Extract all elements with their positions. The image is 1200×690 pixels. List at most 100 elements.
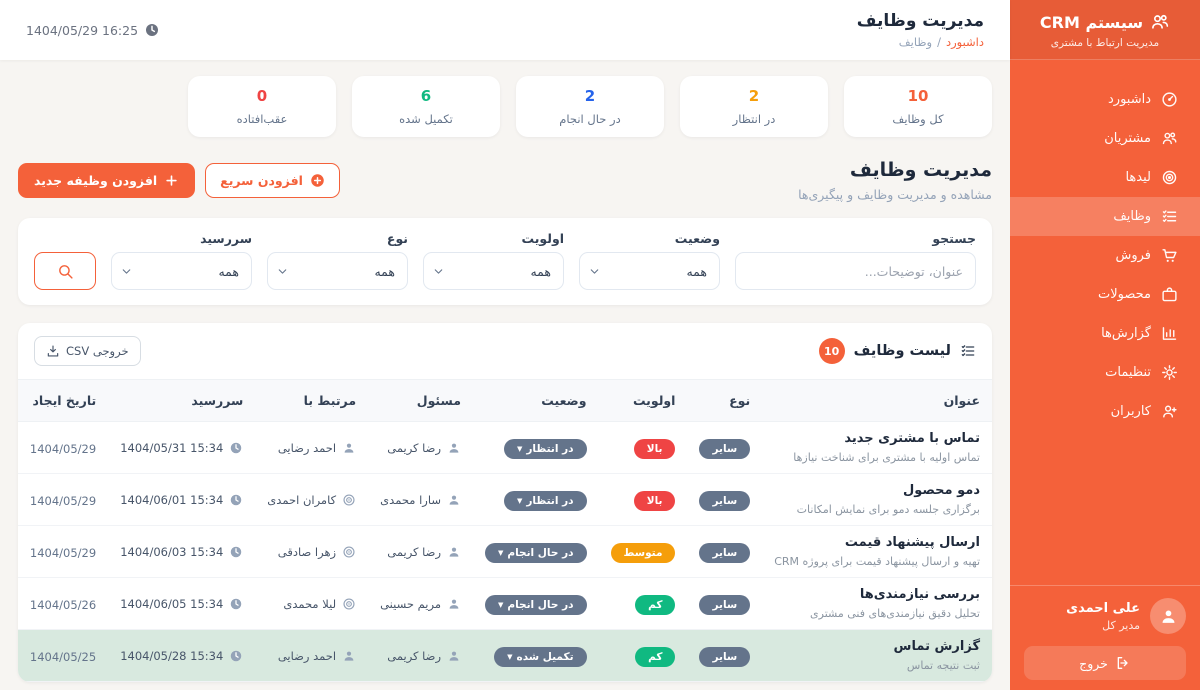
quick-add-button[interactable]: افزودن سریع [205,163,340,198]
sidebar-item-label: فروش [1115,248,1151,263]
task-description: برگزاری جلسه دمو برای نمایش امکانات [796,503,980,516]
customers-icon [1161,130,1178,147]
related-name: زهرا صادقی [277,544,337,559]
add-task-button[interactable]: افزودن وظیفه جدید [18,163,196,198]
status-dropdown[interactable]: تکمیل شده ▼ [494,646,587,667]
search-icon [57,263,74,280]
tasks-icon [1161,208,1178,225]
clock-icon [229,649,243,663]
task-description: ثبت نتیجه تماس [906,659,980,672]
due-date: 1404/06/01 15:34 [120,492,224,507]
stat-label: تکمیل شده [399,112,453,126]
task-title: تماس با مشتری جدید [844,431,980,446]
status-filter-label: وضعیت [674,231,720,246]
search-label: جستجو [932,231,976,246]
person-icon [447,441,461,455]
datetime: 1404/05/29 16:25 [26,22,160,38]
created-date: 1404/05/29 [29,546,97,560]
clock-icon [144,22,160,38]
stat-card: 10 کل وظایف [844,76,992,137]
created-date: 1404/05/26 [29,598,97,612]
created-date: 1404/05/25 [29,650,97,664]
task-description: تماس اولیه با مشتری برای شناخت نیازها [793,451,980,464]
sidebar-item-label: تنظیمات [1105,365,1151,380]
assignee-name: رضا کریمی [387,648,441,663]
priority-badge: بالا [633,438,676,459]
stat-label: در انتظار [732,112,776,126]
sidebar-item-sales[interactable]: فروش [1010,236,1200,275]
status-dropdown[interactable]: در انتظار ▼ [503,438,587,459]
export-csv-label: خروجی CSV [66,344,129,358]
page-title: مدیریت وظایف [856,11,984,31]
crm-logo-icon [1150,12,1170,32]
sidebar-nav: داشبورد مشتریان لیدها وظایف فروش محصولات… [1010,60,1200,585]
breadcrumb-current: وظایف [898,35,933,49]
due-filter-select[interactable]: همه [111,252,252,290]
column-header: مرتبط با [255,379,369,422]
settings-icon [1161,364,1178,381]
lead-icon [342,545,356,559]
sidebar-item-settings[interactable]: تنظیمات [1010,353,1200,392]
status-filter-select[interactable]: همه [579,252,720,290]
priority-filter-select[interactable]: همه [423,252,564,290]
plus-icon [164,173,179,188]
task-description: تهیه و ارسال پیشنهاد قیمت برای پروژه CRM [774,555,980,568]
stat-card: 0 عقب‌افتاده [188,76,336,137]
clock-icon [229,441,243,455]
person-icon [447,545,461,559]
sidebar-item-dashboard[interactable]: داشبورد [1010,80,1200,119]
column-header: مسئول [368,379,473,422]
lead-icon [342,597,356,611]
sidebar-item-label: گزارش‌ها [1101,326,1151,341]
related-name: لیلا محمدی [283,596,337,611]
sidebar-item-reports[interactable]: گزارش‌ها [1010,314,1200,353]
add-task-label: افزودن وظیفه جدید [34,173,158,188]
task-description: تحلیل دقیق نیازمندی‌های فنی مشتری [810,607,980,620]
sidebar-item-tasks[interactable]: وظایف [1010,197,1200,236]
sidebar-item-products[interactable]: محصولات [1010,275,1200,314]
export-csv-button[interactable]: خروجی CSV [34,336,141,366]
assignee-name: رضا کریمی [387,440,441,455]
type-filter-select[interactable]: همه [267,252,408,290]
search-input[interactable] [735,252,976,290]
products-icon [1161,286,1178,303]
priority-badge: کم [635,646,676,667]
priority-badge: بالا [633,490,676,511]
logout-label: خروج [1079,655,1108,671]
sidebar-item-users[interactable]: کاربران [1010,392,1200,431]
due-filter-label: سررسید [200,231,252,246]
column-header: سررسید [108,379,256,422]
avatar [1150,598,1186,634]
sidebar-item-label: کاربران [1110,404,1151,419]
status-dropdown[interactable]: در انتظار ▼ [503,490,587,511]
main-area: مدیریت وظایف داشبورد / وظایف 1404/05/29 … [0,0,1010,682]
type-badge: سایر [699,438,751,459]
assignee-name: سارا محمدی [380,492,441,507]
leads-icon [1161,169,1178,186]
status-dropdown[interactable]: در حال انجام ▼ [485,542,587,563]
table-row: ارسال پیشنهاد قیمت تهیه و ارسال پیشنهاد … [18,525,992,578]
table-row: تماس با مشتری جدید تماس اولیه با مشتری ب… [18,421,992,474]
sidebar-item-leads[interactable]: لیدها [1010,158,1200,197]
clock-icon [229,545,243,559]
user-name: علی احمدی [1066,600,1140,616]
quick-add-label: افزودن سریع [220,173,303,188]
brand-subtitle: مدیریت ارتباط با مشتری [1050,37,1160,49]
created-date: 1404/05/29 [29,494,97,508]
filter-bar: جستجو وضعیت همه اولویت همه نوع همه سررسی… [18,218,992,305]
datetime-value: 1404/05/29 16:25 [26,22,139,38]
users-icon [1161,403,1178,420]
stat-label: کل وظایف [892,112,944,126]
status-dropdown[interactable]: در حال انجام ▼ [485,594,587,615]
stat-value: 0 [256,87,268,105]
sidebar: سیستم CRM مدیریت ارتباط با مشتری داشبورد… [1010,0,1200,690]
stats-row: 10 کل وظایف 2 در انتظار 2 در حال انجام 6… [18,76,992,137]
sidebar-item-label: داشبورد [1108,92,1151,107]
breadcrumb-home-link[interactable]: داشبورد [945,35,984,49]
type-badge: سایر [699,646,751,667]
sidebar-item-customers[interactable]: مشتریان [1010,119,1200,158]
reports-icon [1161,325,1178,342]
logout-button[interactable]: خروج [1024,646,1186,680]
search-button[interactable] [34,252,96,290]
